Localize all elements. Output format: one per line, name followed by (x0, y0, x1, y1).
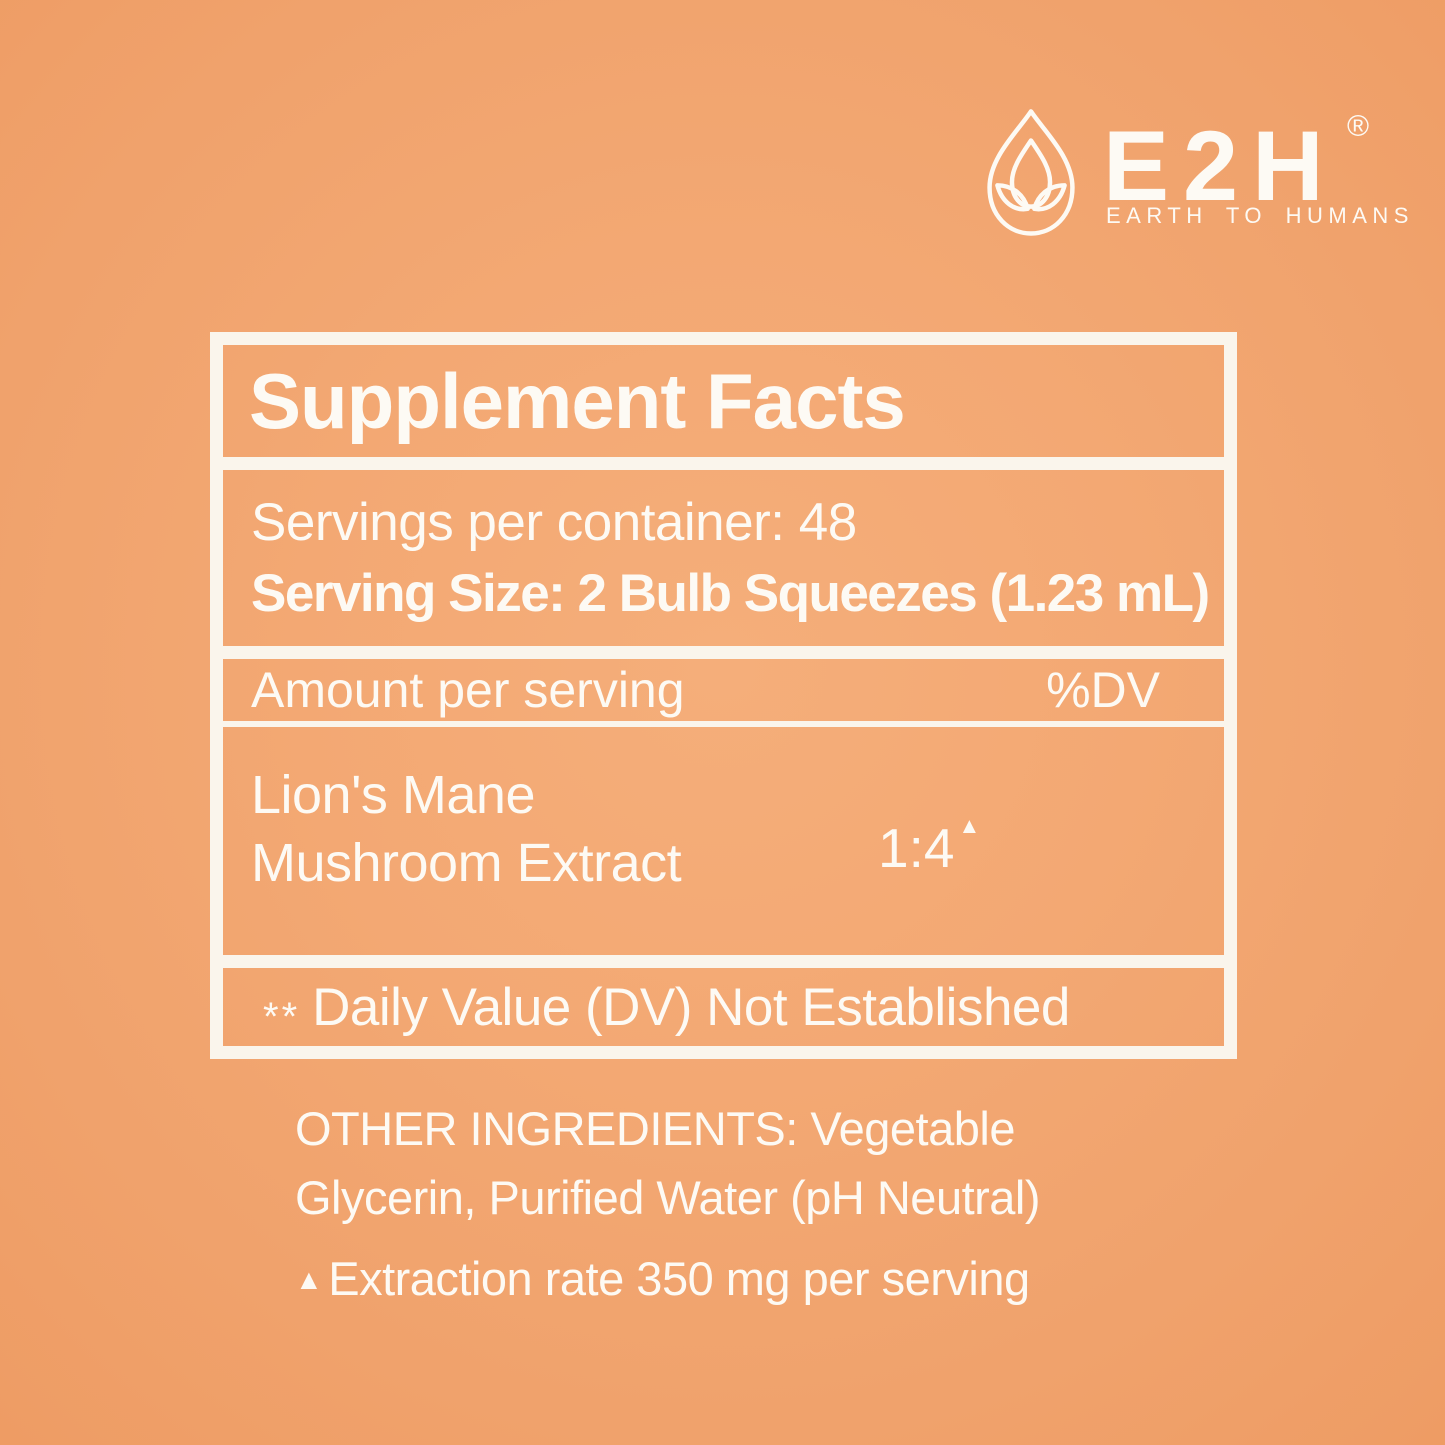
divider (223, 457, 1224, 470)
servings-section: Servings per container: 48 Serving Size:… (223, 470, 1224, 646)
ingredient-name-line2: Mushroom Extract (251, 833, 682, 893)
double-asterisk-marker: ** (263, 994, 301, 1039)
droplet-leaf-icon (987, 109, 1075, 236)
ingredient-row: Lion's Mane Mushroom Extract 1:4 ▲ (223, 727, 1224, 955)
percent-dv-label: %DV (1046, 662, 1160, 718)
serving-size: Serving Size: 2 Bulb Squeezes (1.23 mL) (251, 564, 1210, 623)
ingredient-value: 1:4 ▲ (878, 813, 980, 880)
other-ingredients-line1: OTHER INGREDIENTS: Vegetable (295, 1102, 1015, 1155)
extraction-note-text: Extraction rate 350 mg per serving (328, 1252, 1030, 1305)
triangle-marker-icon: ▲ (958, 813, 981, 838)
amount-header-row: Amount per serving %DV (223, 659, 1224, 721)
divider (223, 646, 1224, 659)
brand-tagline: EARTH TO HUMANS (1106, 203, 1414, 228)
triangle-marker-icon: ▲ (295, 1264, 323, 1295)
dv-footnote-row: ** Daily Value (DV) Not Established (223, 968, 1224, 1046)
ingredient-name: Lion's Mane Mushroom Extract (251, 761, 682, 897)
dv-footnote-text: Daily Value (DV) Not Established (312, 977, 1070, 1037)
ingredient-name-line1: Lion's Mane (251, 765, 536, 825)
extract-ratio: 1:4 (878, 817, 955, 879)
other-ingredients-line2: Glycerin, Purified Water (pH Neutral) (295, 1171, 1041, 1224)
thin-divider (223, 721, 1224, 727)
other-ingredients-block: OTHER INGREDIENTS: Vegetable Glycerin, P… (295, 1094, 1041, 1314)
registered-trademark-symbol: ® (1347, 110, 1370, 143)
brand-logo: E2H ® EARTH TO HUMANS (975, 100, 1408, 245)
brand-wordmark: E2H (1103, 110, 1338, 221)
divider (223, 955, 1224, 968)
extraction-note-line: ▲ Extraction rate 350 mg per serving (295, 1244, 1040, 1314)
amount-per-serving-label: Amount per serving (251, 662, 685, 718)
panel-title: Supplement Facts (249, 356, 906, 445)
servings-per-container: Servings per container: 48 (251, 493, 857, 552)
supplement-facts-panel: Supplement Facts Servings per container:… (210, 332, 1237, 1059)
